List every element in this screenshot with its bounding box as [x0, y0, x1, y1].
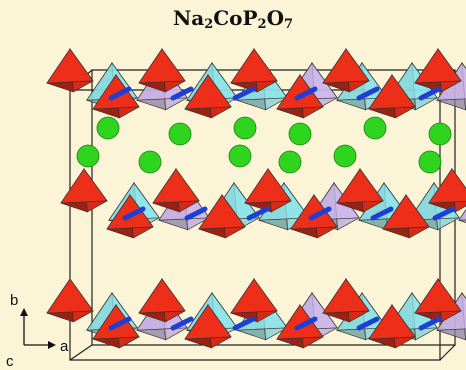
- bond: [432, 206, 456, 221]
- cobalt-tetrahedron: [46, 277, 94, 323]
- sodium-atom: [278, 150, 302, 174]
- sodium-atom: [428, 122, 452, 146]
- formula-na: Na: [172, 6, 205, 30]
- cobalt-tetrahedron: [414, 277, 462, 323]
- cobalt-tetrahedron: [290, 193, 338, 239]
- cobalt-tetrahedron: [230, 47, 278, 93]
- bond: [418, 316, 442, 331]
- sodium-atom: [363, 116, 387, 140]
- bond: [356, 316, 380, 331]
- cobalt-tetrahedron: [368, 73, 416, 119]
- formula-o: O: [266, 6, 284, 30]
- axis-label-b: b: [10, 292, 18, 309]
- cobalt-tetrahedron: [152, 167, 200, 213]
- cobalt-tetrahedron: [428, 167, 466, 213]
- bond: [108, 86, 132, 101]
- cobalt-tetrahedron: [60, 167, 108, 213]
- cobalt-tetrahedron: [230, 277, 278, 323]
- cobalt-tetrahedron: [92, 303, 140, 349]
- sodium-atom: [138, 150, 162, 174]
- sodium-atom: [168, 122, 192, 146]
- bond: [108, 316, 132, 331]
- cobalt-tetrahedron: [368, 303, 416, 349]
- bond: [356, 86, 380, 101]
- bond: [308, 206, 332, 221]
- cobalt-tetrahedron: [276, 73, 324, 119]
- cobalt-tetrahedron: [244, 167, 292, 213]
- cobalt-tetrahedron: [106, 193, 154, 239]
- cobalt-tetrahedron: [322, 277, 370, 323]
- bond: [370, 206, 394, 221]
- sodium-atoms-layer: [76, 116, 452, 174]
- bond: [232, 86, 256, 101]
- cobalt-tetrahedron: [382, 193, 430, 239]
- cobalt-tetrahedron: [184, 303, 232, 349]
- bond: [122, 206, 146, 221]
- bond: [170, 86, 194, 101]
- axis-label-a: a: [60, 338, 69, 355]
- cobalt-tetrahedron: [138, 277, 186, 323]
- bond: [418, 86, 442, 101]
- phosphate-tetrahedron: [458, 208, 466, 223]
- cobalt-tetrahedron: [322, 47, 370, 93]
- cobalt-tetrahedron: [336, 167, 384, 213]
- sodium-atom: [333, 144, 357, 168]
- sodium-atom: [76, 144, 100, 168]
- cobalt-tetrahedron: [198, 193, 246, 239]
- cobalt-tetrahedron: [138, 47, 186, 93]
- sodium-atom: [228, 144, 252, 168]
- axis-label-c: c: [6, 353, 14, 370]
- formula-sub-na: 2: [204, 17, 214, 32]
- bond: [184, 206, 208, 221]
- compound-formula-title: Na2CoP2O7: [0, 6, 466, 32]
- bond: [170, 316, 194, 331]
- formula-cop: CoP: [213, 6, 258, 30]
- sodium-atom: [288, 122, 312, 146]
- bond: [294, 86, 318, 101]
- sodium-atom: [418, 150, 442, 174]
- axis-indicator: b a c: [6, 292, 69, 370]
- cobalt-tetrahedron: [414, 47, 462, 93]
- bond: [246, 206, 270, 221]
- cobalt-tetrahedra-layer: [46, 47, 466, 349]
- sodium-atom: [96, 116, 120, 140]
- formula-sub-o: 7: [284, 17, 294, 32]
- cobalt-tetrahedron: [184, 73, 232, 119]
- cobalt-tetrahedron: [46, 47, 94, 93]
- bond: [232, 316, 256, 331]
- bond: [294, 316, 318, 331]
- formula-sub-p: 2: [257, 17, 267, 32]
- bond-layer: [108, 86, 456, 331]
- sodium-atom: [233, 116, 257, 140]
